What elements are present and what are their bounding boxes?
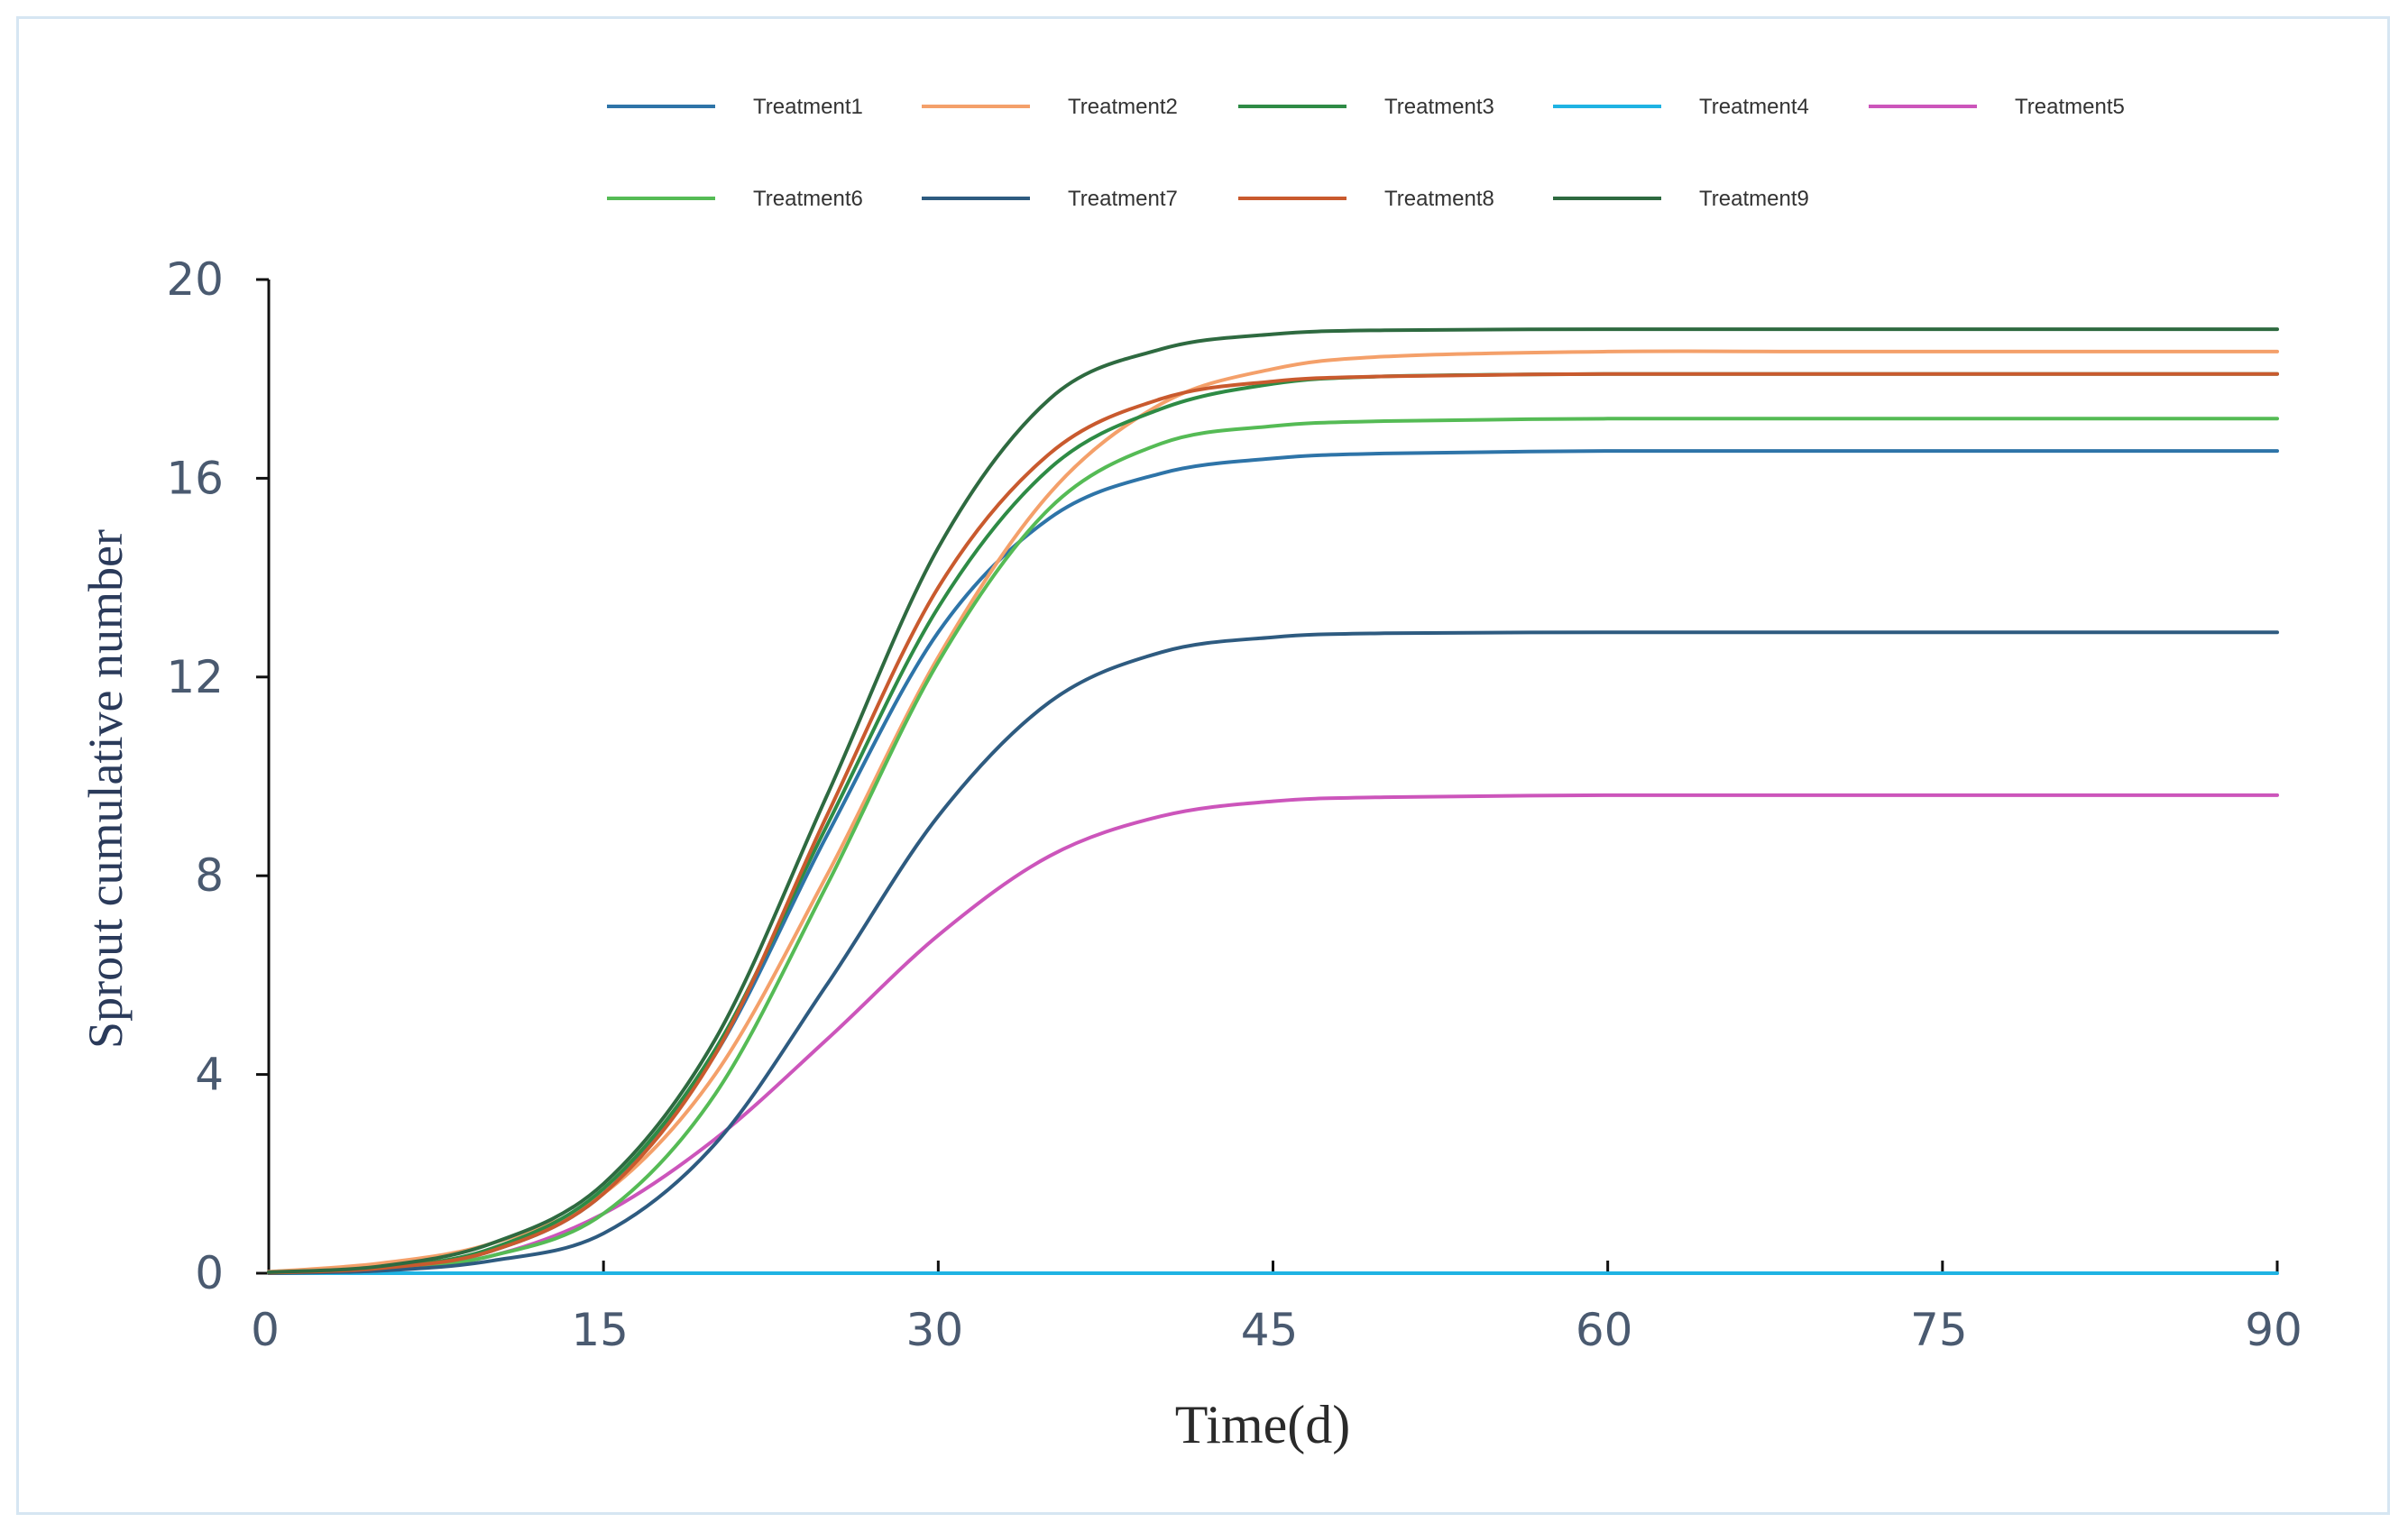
axes: 0 4 8 12 16 20 0 15 30 45 60 75 90 bbox=[166, 253, 2302, 1356]
series-line-treatment3 bbox=[267, 372, 2279, 1275]
series-line-treatment1 bbox=[267, 448, 2279, 1275]
series-line-treatment5 bbox=[267, 793, 2279, 1275]
legend-label-treatment5: Treatment5 bbox=[2015, 95, 2125, 119]
legend-label-treatment3: Treatment3 bbox=[1384, 95, 1494, 119]
y-tick-label-16: 16 bbox=[166, 452, 224, 504]
series-lines bbox=[267, 327, 2279, 1276]
series-line-treatment2 bbox=[267, 349, 2279, 1274]
legend-label-treatment9: Treatment9 bbox=[1699, 187, 1809, 211]
y-tick-label-12: 12 bbox=[166, 651, 224, 703]
legend-label-treatment6: Treatment6 bbox=[753, 187, 863, 211]
y-tick-label-4: 4 bbox=[195, 1049, 224, 1101]
x-tick-label-60: 60 bbox=[1576, 1304, 1633, 1356]
series-line-treatment7 bbox=[267, 630, 2279, 1275]
legend-label-treatment4: Treatment4 bbox=[1699, 95, 1809, 119]
legend-label-treatment7: Treatment7 bbox=[1068, 187, 1178, 211]
x-tick-label-90: 90 bbox=[2245, 1304, 2302, 1356]
series-line-treatment9 bbox=[267, 327, 2279, 1274]
y-axis-title: Sprout cumulative number bbox=[78, 529, 133, 1049]
x-tick-label-75: 75 bbox=[1910, 1304, 1968, 1356]
legend-label-treatment8: Treatment8 bbox=[1384, 187, 1494, 211]
series-line-treatment8 bbox=[267, 372, 2279, 1275]
series-line-treatment6 bbox=[267, 417, 2279, 1275]
x-tick-label-0: 0 bbox=[251, 1304, 280, 1356]
x-axis-title: Time(d) bbox=[1175, 1395, 1350, 1454]
y-tick-label-20: 20 bbox=[166, 253, 224, 306]
legend: Treatment1 Treatment2 Treatment3 Treatment4… bbox=[607, 95, 2125, 211]
y-tick-label-8: 8 bbox=[195, 849, 224, 902]
legend-label-treatment2: Treatment2 bbox=[1068, 95, 1178, 119]
x-tick-label-15: 15 bbox=[571, 1304, 629, 1356]
legend-label-treatment1: Treatment1 bbox=[753, 95, 863, 119]
x-tick-label-45: 45 bbox=[1241, 1304, 1299, 1356]
x-tick-label-30: 30 bbox=[906, 1304, 964, 1356]
y-tick-label-0: 0 bbox=[195, 1247, 224, 1299]
